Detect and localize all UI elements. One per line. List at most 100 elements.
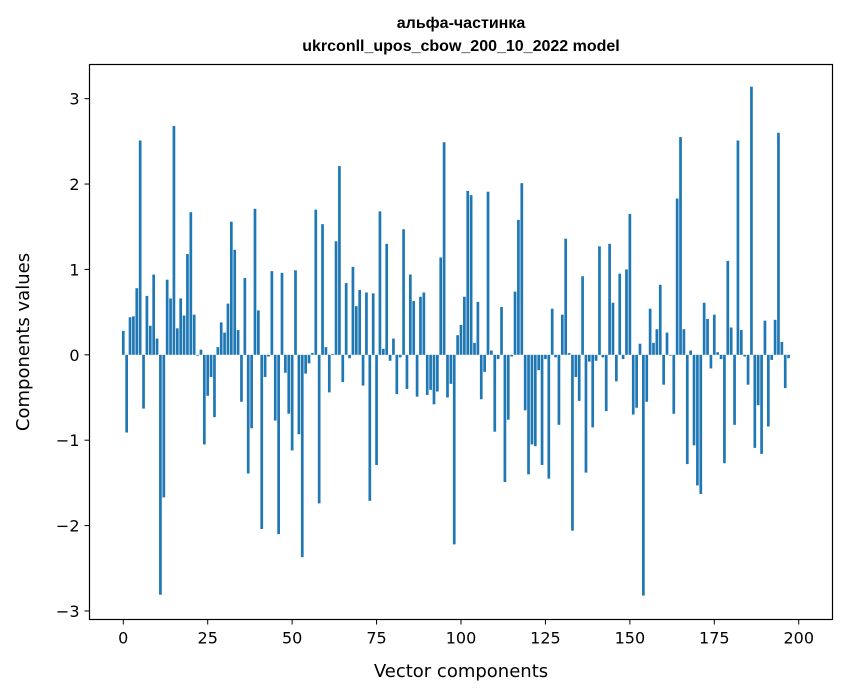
bar — [253, 208, 257, 355]
bar — [125, 354, 128, 433]
bar — [314, 209, 318, 355]
bar — [581, 276, 584, 355]
bar — [351, 266, 355, 355]
bar — [132, 316, 135, 355]
bar — [631, 354, 635, 415]
bar — [493, 354, 497, 432]
x-tick-label: 0 — [118, 629, 128, 648]
bar — [405, 354, 409, 389]
bar — [223, 332, 226, 355]
bar — [442, 142, 446, 355]
bar — [679, 137, 682, 355]
bar — [750, 86, 753, 355]
bar — [277, 354, 280, 535]
bar — [395, 354, 399, 395]
x-tick-label: 200 — [783, 629, 814, 648]
y-tick-label: 1 — [69, 260, 79, 279]
bar — [709, 354, 713, 369]
bar — [702, 302, 706, 355]
bar — [169, 298, 172, 355]
bar — [608, 243, 611, 355]
bar — [510, 354, 514, 357]
bar — [773, 319, 777, 355]
bar — [159, 354, 162, 595]
bar — [307, 354, 311, 364]
x-axis-label: Vector components — [374, 661, 548, 682]
bar — [138, 140, 142, 355]
bar — [574, 354, 578, 378]
y-tick-label: −3 — [56, 602, 80, 621]
bar — [135, 288, 139, 355]
bar — [300, 354, 304, 558]
bar — [415, 354, 419, 397]
bar — [392, 338, 395, 355]
bar — [365, 292, 368, 355]
bar — [503, 354, 507, 483]
bar — [294, 270, 297, 355]
bar — [490, 350, 493, 355]
bar — [469, 195, 473, 355]
bar — [155, 338, 159, 355]
bar — [186, 254, 189, 355]
bar — [246, 354, 250, 474]
bar — [533, 354, 537, 447]
bar — [696, 354, 699, 486]
bar — [783, 354, 787, 389]
bar — [770, 354, 774, 360]
bar — [199, 349, 203, 355]
bar — [327, 354, 331, 393]
bar — [439, 257, 443, 355]
bar — [547, 354, 551, 479]
bar — [321, 224, 324, 355]
bar — [287, 354, 291, 414]
bar — [564, 238, 568, 355]
bar — [145, 295, 149, 355]
y-tick-label: 0 — [69, 346, 79, 365]
x-tick-label: 75 — [366, 629, 386, 648]
bar — [662, 354, 665, 385]
bar — [554, 354, 557, 358]
bar — [449, 354, 453, 384]
chart-title-line-2: ukrconll_upos_cbow_200_10_2022 model — [302, 38, 619, 55]
x-tick-label: 50 — [282, 629, 302, 648]
bar — [142, 354, 145, 409]
bar — [152, 274, 156, 355]
bar — [642, 354, 645, 596]
x-tick-label: 175 — [699, 629, 730, 648]
bar — [148, 325, 152, 355]
bar — [175, 328, 179, 355]
bar — [712, 314, 716, 355]
bar — [202, 354, 206, 445]
x-tick-label: 25 — [198, 629, 218, 648]
bar — [756, 354, 760, 406]
y-tick-label: −2 — [56, 517, 80, 536]
bar — [348, 354, 351, 359]
bar — [425, 354, 429, 395]
bar — [388, 354, 392, 361]
bar — [587, 354, 591, 362]
y-tick-label: 2 — [69, 175, 79, 194]
bar — [513, 291, 517, 355]
bar — [652, 342, 655, 355]
bar — [560, 314, 564, 355]
bar — [777, 132, 780, 355]
bar — [523, 354, 527, 411]
bar — [432, 354, 436, 405]
x-axis-ticks: 0 25 50 75 100 125 150 175 200 — [118, 619, 814, 648]
bar — [216, 347, 220, 355]
bar — [260, 354, 264, 529]
bar — [192, 314, 196, 355]
bar — [672, 354, 676, 414]
bar — [182, 315, 186, 355]
bar — [753, 354, 757, 448]
bar — [297, 354, 301, 435]
bar — [760, 354, 763, 454]
bar — [733, 354, 736, 425]
y-axis-label: Components values — [13, 253, 34, 431]
bar — [189, 212, 193, 355]
bar — [655, 329, 659, 355]
bar — [213, 354, 216, 418]
bar — [206, 354, 210, 396]
bar — [567, 353, 571, 355]
